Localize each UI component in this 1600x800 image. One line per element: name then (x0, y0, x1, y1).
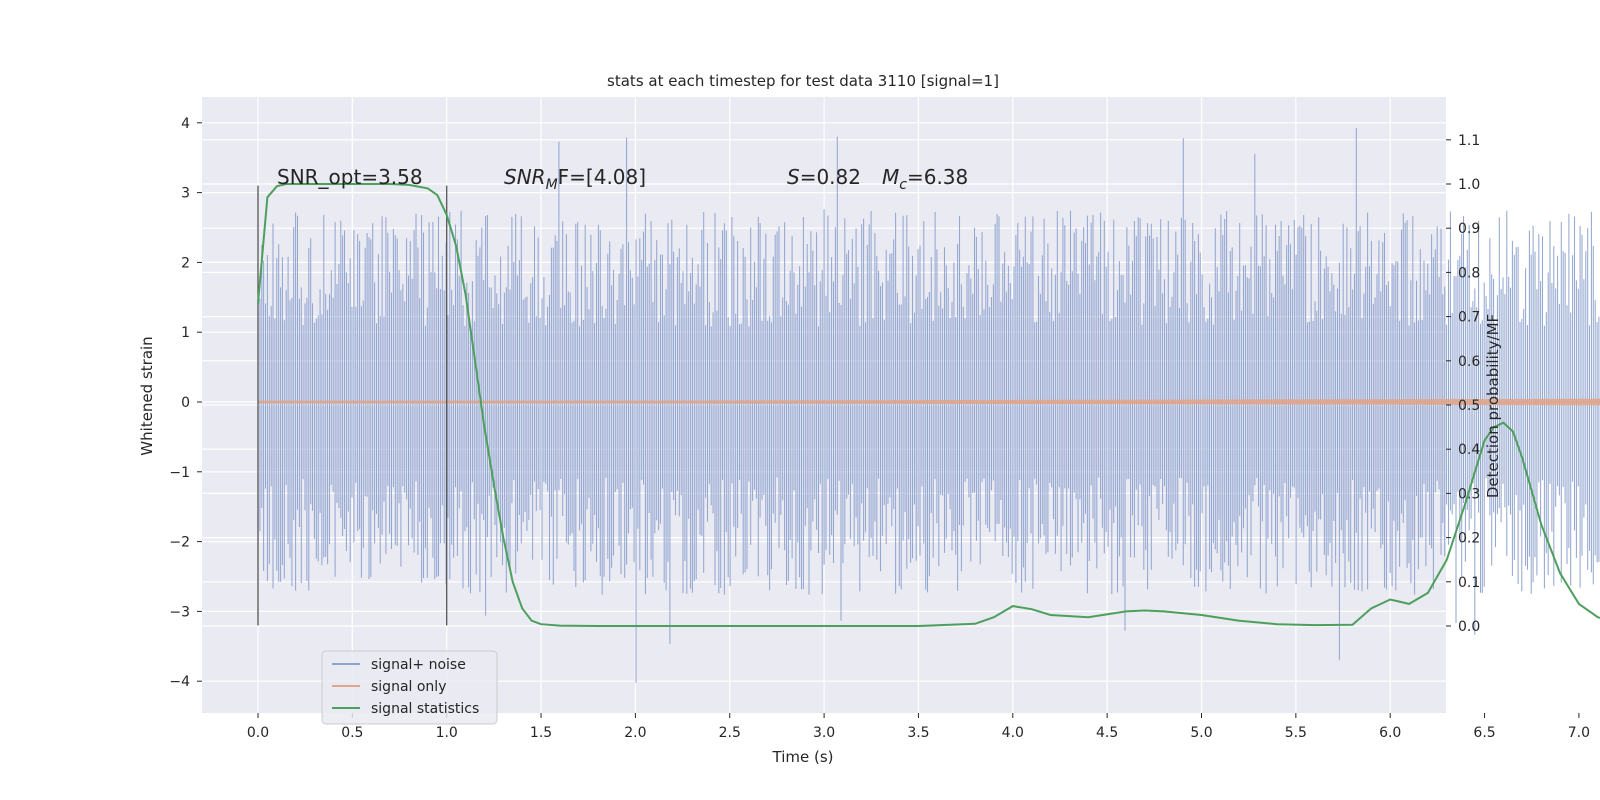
series-signal-only (258, 398, 1600, 406)
right-y-tick-label: 0.1 (1458, 575, 1480, 591)
legend-box (321, 650, 498, 725)
x-tick-label: 4.0 (1002, 725, 1024, 741)
right-y-tick-label: 0.8 (1458, 265, 1480, 281)
signal-statistics-line (257, 183, 1600, 627)
left-y-tick-label: 1 (181, 325, 190, 341)
chart-title: stats at each timestep for test data 311… (607, 72, 999, 90)
window-markers (257, 185, 448, 626)
right-y-tick-label: 0.6 (1458, 354, 1480, 370)
legend-label-stats: signal statistics (371, 701, 479, 717)
mc-italic: M (882, 165, 899, 189)
x-tick-label: 2.0 (624, 725, 646, 741)
x-tick-label: 0.0 (247, 725, 269, 741)
left-y-tick-label: −1 (169, 465, 190, 481)
left-y-axis-ticks: −4 −3 −2 −1 0 1 2 3 4 (169, 116, 202, 690)
legend-label-signal: signal only (371, 679, 446, 695)
left-y-tick-label: 4 (181, 116, 190, 132)
right-y-tick-label: 0.3 (1458, 486, 1480, 502)
right-y-tick-label: 1.0 (1458, 177, 1480, 193)
snr-mf-subscript: M (546, 177, 558, 193)
right-y-tick-label: 0.4 (1458, 442, 1480, 458)
annotation-mc: Mc=6.38 (882, 165, 968, 193)
x-axis-label: Time (s) (772, 748, 834, 766)
snr-mf-rest: F=[4.08] (558, 165, 646, 189)
x-tick-label: 1.0 (436, 725, 458, 741)
left-y-tick-label: 2 (181, 255, 190, 271)
left-y-tick-label: −4 (169, 674, 190, 690)
x-tick-label: 7.0 (1568, 725, 1590, 741)
s-italic: S (787, 165, 800, 189)
x-tick-label: 3.5 (907, 725, 929, 741)
right-y-tick-label: 1.1 (1458, 133, 1480, 149)
right-y-tick-label: 0.7 (1458, 310, 1480, 326)
s-rest: =0.82 (800, 165, 861, 189)
left-y-tick-label: 3 (181, 186, 190, 202)
left-y-tick-label: 0 (181, 395, 190, 411)
snr-mf-italic: SNR (504, 165, 546, 189)
x-tick-label: 2.5 (719, 725, 741, 741)
right-y-axis-ticks: 0.0 0.1 0.2 0.3 0.4 0.5 0.6 0.7 0.8 0.9 1.0 1.1 (1446, 133, 1480, 635)
x-tick-label: 5.0 (1190, 725, 1212, 741)
series-signal-statistics (257, 183, 1600, 627)
x-tick-label: 4.5 (1096, 725, 1118, 741)
mc-rest: =6.38 (907, 165, 968, 189)
x-tick-label: 3.0 (813, 725, 835, 741)
x-tick-label: 5.5 (1285, 725, 1307, 741)
x-tick-label: 0.5 (341, 725, 363, 741)
right-y-tick-label: 0.5 (1458, 398, 1480, 414)
left-y-tick-label: −3 (169, 604, 190, 620)
left-y-tick-label: −2 (169, 535, 190, 551)
right-y-axis-label: Detection probability/MF (1484, 314, 1502, 498)
mc-subscript: c (899, 177, 907, 193)
x-tick-label: 1.5 (530, 725, 552, 741)
legend-label-noise: signal+ noise (371, 657, 466, 673)
legend: signal+ noise signal only signal statist… (321, 650, 498, 725)
right-y-tick-label: 0.0 (1458, 619, 1480, 635)
right-y-tick-label: 0.2 (1458, 531, 1480, 547)
annotation-snr-opt: SNR_opt=3.58 (277, 165, 423, 189)
x-axis-ticks: 0.0 0.5 1.0 1.5 2.0 2.5 3.0 3.5 4.0 4.5 5.0 5.5 6.0 6… (247, 713, 1590, 741)
x-tick-label: 6.5 (1473, 725, 1495, 741)
right-y-tick-label: 0.9 (1458, 221, 1480, 237)
left-y-axis-label: Whitened strain (138, 336, 156, 455)
x-tick-label: 6.0 (1379, 725, 1401, 741)
annotation-snr-mf: SNRMF=[4.08] (504, 165, 646, 193)
annotation-s: S=0.82 (787, 165, 861, 189)
